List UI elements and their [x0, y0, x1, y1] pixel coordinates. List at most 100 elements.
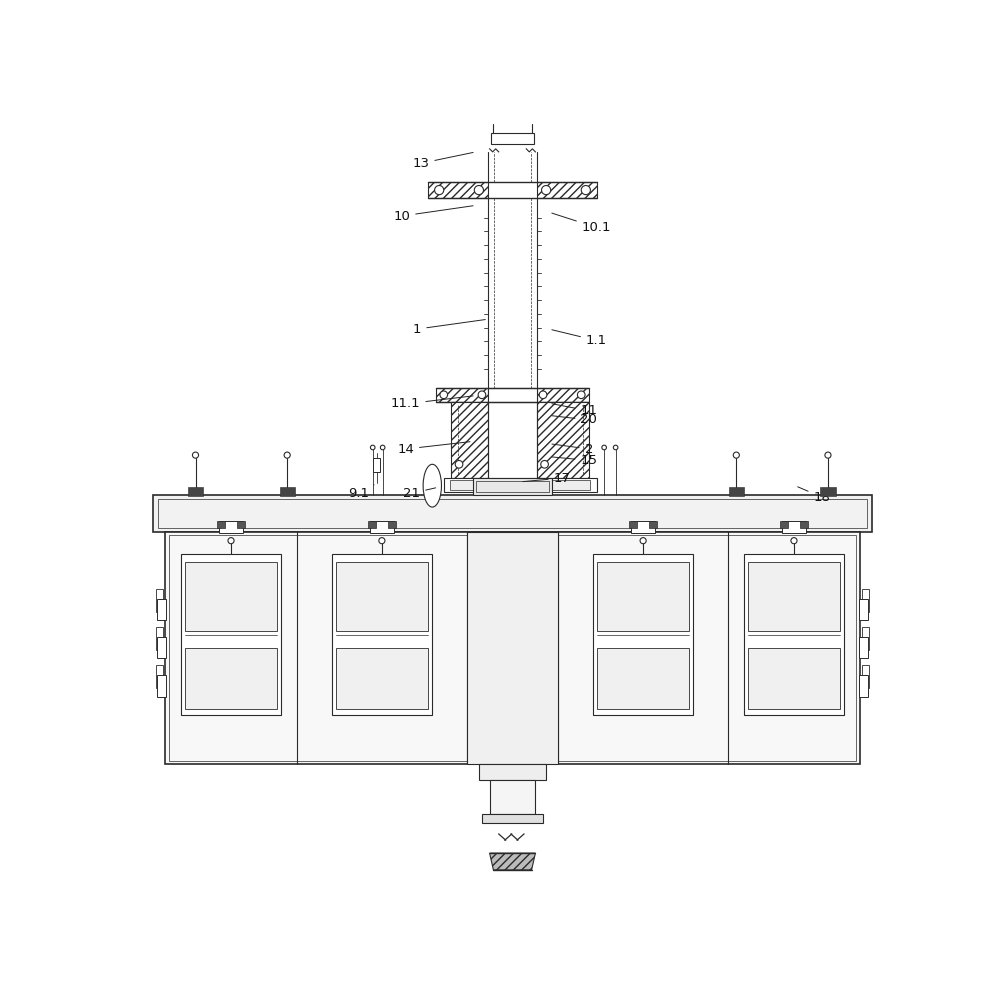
Bar — [368, 521, 376, 529]
Circle shape — [539, 391, 547, 399]
Text: 1: 1 — [413, 319, 485, 335]
Bar — [782, 521, 806, 533]
Bar — [450, 480, 590, 489]
Bar — [156, 589, 163, 612]
Circle shape — [640, 538, 646, 544]
Bar — [476, 481, 549, 492]
Bar — [181, 555, 281, 715]
Circle shape — [435, 186, 444, 194]
Bar — [859, 599, 868, 620]
Bar — [153, 495, 872, 532]
Text: 18: 18 — [798, 487, 830, 504]
Circle shape — [284, 452, 290, 458]
Bar — [157, 637, 166, 659]
Circle shape — [577, 391, 585, 399]
Bar — [188, 487, 203, 496]
Bar — [219, 521, 243, 533]
Circle shape — [581, 186, 590, 194]
Text: 17: 17 — [523, 471, 571, 484]
Bar — [436, 388, 488, 402]
Bar — [490, 780, 535, 814]
Bar — [537, 402, 589, 478]
Bar — [217, 521, 225, 529]
Text: 15: 15 — [552, 454, 597, 467]
Bar — [467, 532, 558, 765]
Bar — [488, 388, 537, 402]
Circle shape — [542, 186, 551, 194]
Text: 10: 10 — [393, 205, 473, 222]
Bar — [165, 532, 860, 765]
Circle shape — [733, 452, 739, 458]
Text: 10.1: 10.1 — [552, 213, 611, 234]
Bar — [800, 521, 808, 529]
Circle shape — [474, 186, 483, 194]
Bar — [388, 521, 396, 529]
Bar — [744, 555, 844, 715]
Text: 21: 21 — [403, 487, 436, 500]
Circle shape — [192, 452, 199, 458]
Bar — [729, 487, 744, 496]
Circle shape — [478, 391, 486, 399]
Bar — [480, 492, 545, 506]
Text: 13: 13 — [412, 153, 473, 170]
Bar — [336, 562, 428, 632]
Bar — [482, 814, 543, 823]
Bar — [158, 499, 867, 528]
Bar — [862, 666, 869, 688]
Bar — [428, 182, 488, 198]
Circle shape — [613, 445, 618, 449]
Text: 14: 14 — [397, 441, 470, 455]
Bar — [185, 648, 277, 708]
Circle shape — [379, 538, 385, 544]
Text: 11.1: 11.1 — [391, 396, 473, 411]
Bar — [597, 562, 689, 632]
Circle shape — [380, 445, 385, 449]
Circle shape — [228, 538, 234, 544]
Circle shape — [370, 445, 375, 449]
Bar — [862, 589, 869, 612]
Bar — [479, 765, 546, 780]
Circle shape — [455, 460, 463, 468]
Circle shape — [440, 391, 448, 399]
Bar — [473, 478, 552, 495]
Bar — [444, 478, 597, 492]
Bar — [156, 627, 163, 650]
Bar — [629, 521, 637, 529]
Polygon shape — [490, 853, 535, 870]
Bar — [748, 648, 840, 708]
Circle shape — [541, 460, 548, 468]
Bar — [491, 133, 534, 144]
Circle shape — [602, 445, 606, 449]
Bar — [237, 521, 245, 529]
Bar — [859, 637, 868, 659]
Bar — [597, 648, 689, 708]
Text: 9.1: 9.1 — [348, 485, 374, 500]
Text: 20: 20 — [552, 414, 597, 427]
Circle shape — [791, 538, 797, 544]
Circle shape — [825, 452, 831, 458]
Bar — [280, 487, 295, 496]
Text: 11: 11 — [552, 404, 597, 418]
Bar — [862, 627, 869, 650]
Bar — [373, 458, 380, 472]
Bar — [593, 555, 693, 715]
Bar — [780, 521, 788, 529]
Bar — [649, 521, 657, 529]
Bar — [169, 535, 856, 762]
Bar — [820, 487, 836, 496]
Bar — [537, 182, 597, 198]
Bar — [336, 648, 428, 708]
Bar — [157, 676, 166, 696]
Bar — [631, 521, 655, 533]
Bar — [332, 555, 432, 715]
Text: 1.1: 1.1 — [552, 329, 607, 347]
Bar — [156, 666, 163, 688]
Text: 2: 2 — [552, 442, 593, 455]
Bar — [185, 562, 277, 632]
Bar — [370, 521, 394, 533]
Bar — [451, 402, 488, 478]
Bar — [859, 676, 868, 696]
Bar — [157, 599, 166, 620]
Bar — [748, 562, 840, 632]
Bar — [537, 388, 589, 402]
